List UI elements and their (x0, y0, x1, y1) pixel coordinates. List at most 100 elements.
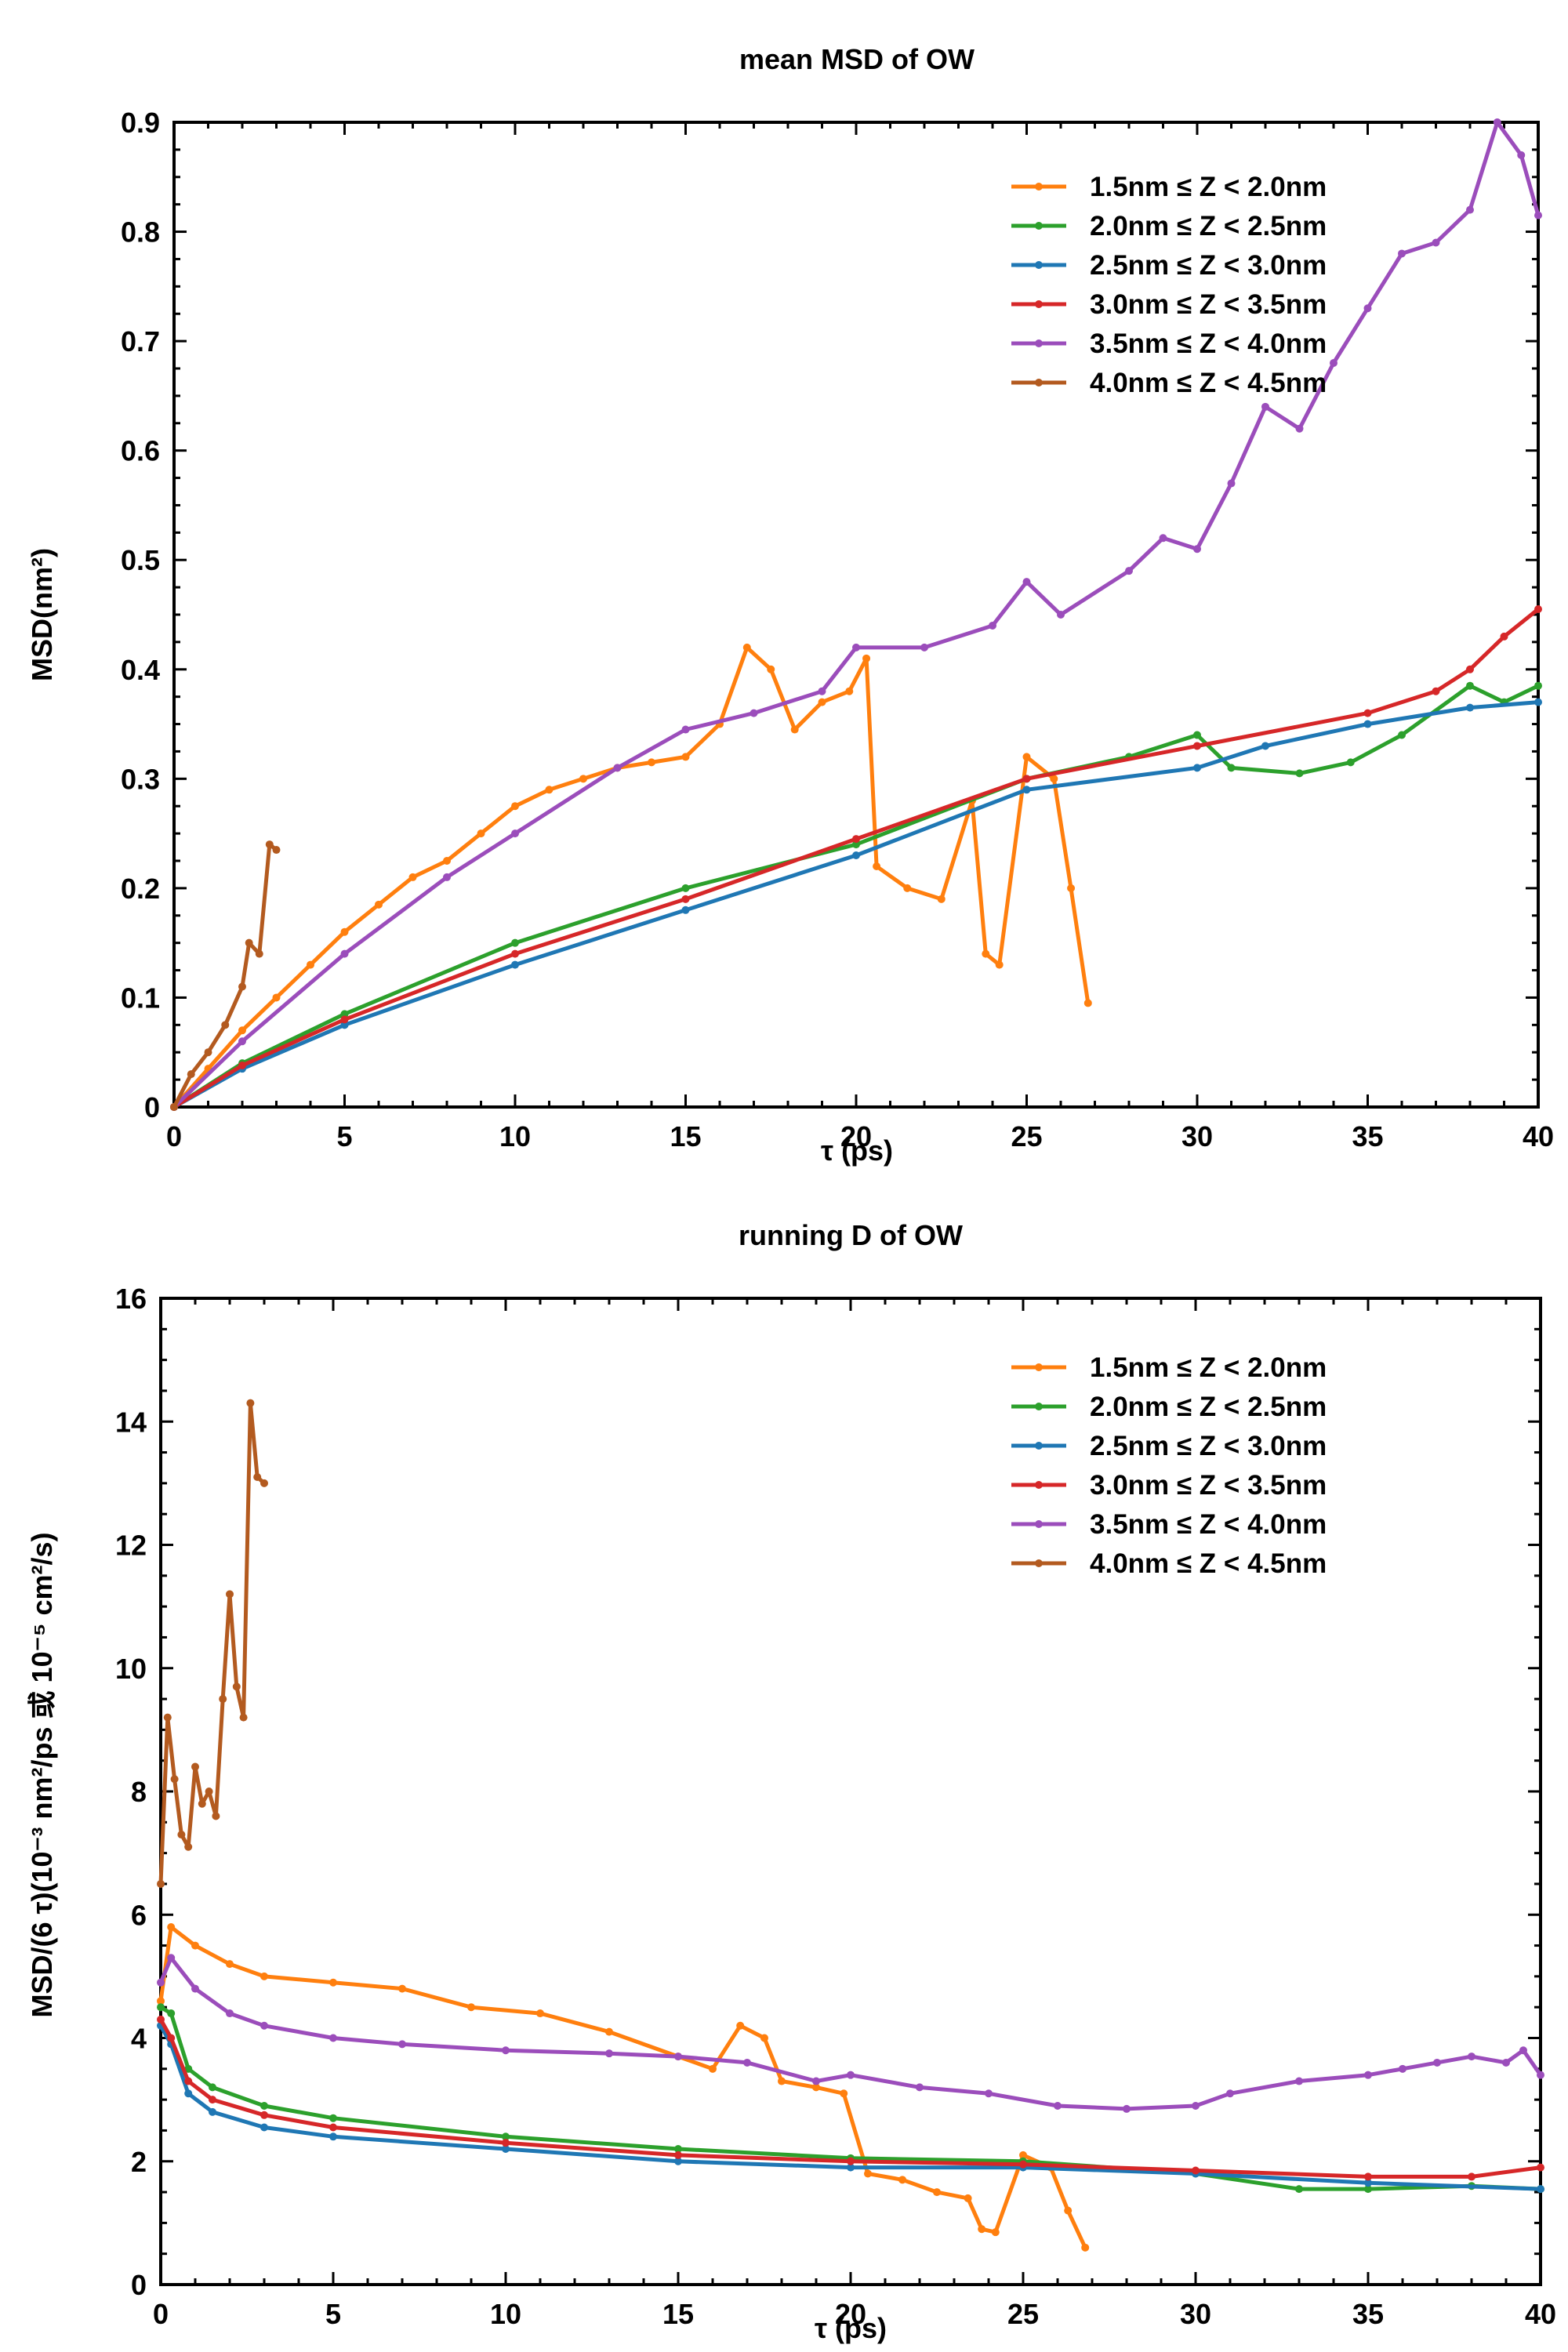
x-tick-label: 10 (490, 2298, 521, 2330)
data-point (916, 2083, 924, 2092)
data-point (204, 1048, 212, 1057)
data-point (847, 2163, 855, 2172)
legend-label: 1.5nm ≤ Z < 2.0nm (1090, 1352, 1327, 1383)
data-point (605, 2049, 613, 2058)
data-point (903, 884, 912, 892)
series-line (157, 1399, 268, 1888)
data-point (1295, 2077, 1303, 2085)
legend-marker (1035, 222, 1043, 230)
data-point (167, 2034, 176, 2042)
data-point (1364, 2071, 1372, 2079)
data-point (238, 1026, 246, 1035)
data-point (674, 2157, 682, 2165)
data-point (1363, 720, 1372, 728)
data-point (1064, 2206, 1073, 2215)
data-point (1466, 205, 1474, 214)
legend-label: 1.5nm ≤ Z < 2.0nm (1090, 172, 1327, 202)
data-point (511, 960, 519, 969)
data-point (170, 1103, 178, 1111)
data-point (681, 725, 690, 734)
data-point (1226, 2089, 1234, 2098)
legend-item: 2.5nm ≤ Z < 3.0nm (1011, 1431, 1327, 1461)
data-point (812, 2077, 820, 2085)
data-point (329, 2123, 337, 2132)
plot-area: 0 5 10 15 20 25 30 35 40 0 0.1 0.2 0.3 0.4 0.5 0.6 0.7 0.… (121, 107, 1554, 1152)
data-point (502, 2145, 510, 2154)
data-point (852, 835, 860, 844)
data-point (1019, 2160, 1027, 2169)
data-point (1500, 632, 1508, 641)
data-point (246, 1399, 255, 1407)
data-point (260, 2111, 268, 2119)
data-point (1022, 753, 1031, 761)
data-point (184, 1842, 193, 1851)
legend-item: 3.5nm ≤ Z < 4.0nm (1011, 328, 1327, 359)
data-point (605, 2027, 613, 2036)
legend-item: 3.5nm ≤ Z < 4.0nm (1011, 1509, 1327, 1540)
data-point (1081, 2243, 1090, 2252)
data-point (1022, 786, 1031, 794)
data-point (511, 829, 519, 838)
data-point (1054, 2101, 1062, 2110)
x-tick-label: 10 (499, 1120, 531, 1152)
data-point (157, 1978, 165, 1987)
data-point (1227, 479, 1236, 488)
data-point (163, 1713, 172, 1722)
data-point (1493, 118, 1501, 126)
chart-title: mean MSD of OW (739, 43, 975, 75)
data-point (995, 960, 1004, 969)
y-tick-label: 6 (131, 1899, 147, 1931)
data-point (1399, 2064, 1406, 2073)
y-axis-label: MSD(nm²) (26, 548, 58, 681)
data-point (1534, 698, 1542, 706)
data-point (1537, 2163, 1544, 2172)
data-point (340, 927, 349, 936)
series-path (158, 1401, 266, 1885)
legend-label: 2.5nm ≤ Z < 3.0nm (1090, 250, 1327, 281)
data-point (245, 938, 253, 947)
y-tick-label: 4 (131, 2023, 147, 2055)
y-tick-label: 12 (115, 1530, 147, 1562)
data-point (239, 1713, 248, 1722)
data-point (845, 687, 854, 695)
data-point (1022, 578, 1031, 586)
chart-title: running D of OW (739, 1219, 963, 1251)
series-line (157, 1922, 1090, 2252)
data-point (408, 873, 417, 881)
data-point (238, 1061, 246, 1069)
data-point (209, 2083, 216, 2092)
y-tick-label: 14 (115, 1406, 147, 1438)
data-point (1363, 304, 1372, 313)
data-point (329, 1978, 337, 1987)
data-point (862, 654, 871, 662)
data-point (1125, 567, 1133, 575)
data-point (989, 621, 996, 630)
legend-item: 2.0nm ≤ Z < 2.5nm (1011, 211, 1327, 241)
data-point (681, 906, 690, 914)
data-point (898, 2176, 906, 2184)
data-point (613, 764, 622, 772)
data-point (1330, 359, 1338, 368)
x-tick-label: 40 (1525, 2298, 1556, 2330)
legend-marker (1035, 1442, 1043, 1450)
data-point (1502, 2058, 1510, 2067)
data-point (511, 949, 519, 958)
y-tick-label: 0.8 (121, 216, 160, 249)
data-point (1398, 731, 1406, 739)
legend-label: 3.5nm ≤ Z < 4.0nm (1090, 328, 1327, 359)
legend-marker (1035, 1559, 1043, 1567)
data-point (260, 2123, 268, 2132)
data-point (933, 2188, 941, 2197)
data-point (329, 2114, 337, 2122)
x-tick-label: 25 (1011, 1120, 1042, 1152)
data-point (157, 1997, 165, 2005)
x-axis-label: τ (ps) (821, 1134, 893, 1167)
data-point (790, 725, 799, 734)
data-point (1537, 2071, 1544, 2079)
data-point (191, 1762, 199, 1771)
data-point (467, 2003, 475, 2012)
legend-item: 4.0nm ≤ Z < 4.5nm (1011, 368, 1327, 398)
data-point (1295, 769, 1304, 778)
data-point (1193, 742, 1201, 750)
data-point (443, 857, 451, 865)
